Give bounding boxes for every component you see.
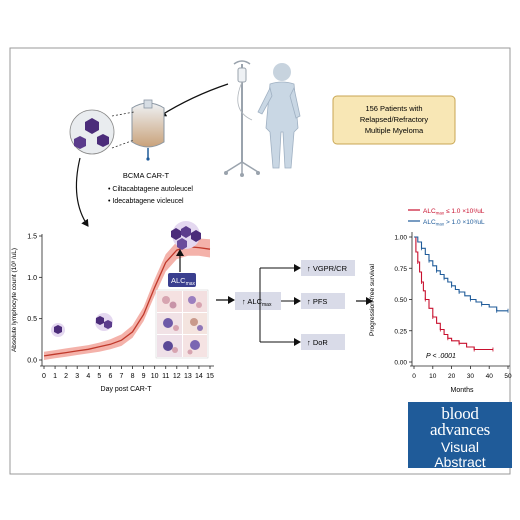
alc-xtick-label: 2 [64, 373, 68, 380]
logo-line3: Visual [441, 439, 479, 455]
alcmax-callout-box [168, 273, 196, 287]
alc-ytick-label: 0.0 [27, 358, 37, 365]
cart-product-ide: • Idecabtagene vicleucel [108, 198, 184, 205]
alcmax-callout: ALCmax [171, 276, 196, 287]
arrow-to-alc-chart [75, 157, 89, 227]
alc-xtick-label: 12 [173, 373, 181, 380]
lymphocyte-cluster-day6 [95, 313, 113, 331]
km-legend: ALCmax ≤ 1.0 ×10³/uL ALCmax > 1.0 ×10³/u… [408, 208, 485, 227]
alc-xtick-label: 13 [184, 373, 192, 380]
alc-xtick-label: 14 [195, 373, 203, 380]
alc-ytick-label: 0.5 [27, 316, 37, 323]
alc-xtick-label: 0 [42, 373, 46, 380]
iv-stand-illustration [224, 60, 260, 177]
alc-xtick-label: 9 [142, 373, 146, 380]
patient-figure-illustration [257, 63, 301, 169]
alc-xtick-label: 4 [86, 373, 90, 380]
km-xtick-label: 10 [429, 373, 437, 380]
abstract-border [9, 47, 511, 475]
km-xtick-label: 40 [486, 373, 494, 380]
blood-advances-logo: blood advances Visual Abstract [408, 402, 512, 470]
cart-bag-illustration [131, 99, 165, 161]
km-xtick-label: 50 [504, 373, 512, 380]
outcome-dor: ↑ DoR [307, 338, 328, 347]
km-xlabel: Months [451, 387, 474, 394]
outcome-pfs: ↑ PFS [307, 297, 327, 306]
outcome-box-dor [301, 334, 345, 350]
outcome-box-pfs [301, 293, 345, 309]
alc-xlabel: Day post CAR-T [101, 386, 153, 393]
cart-product-cilta: • Ciltacabtagene autoleucel [108, 186, 193, 193]
zoom-line-bottom [111, 139, 135, 149]
pfs-chart: Progression-free survival Months P < .00… [369, 232, 512, 394]
alc-xtick-label: 8 [131, 373, 135, 380]
patients-line3: Multiple Myeloma [365, 126, 424, 135]
outcome-flow: ↑ ALCmax ↑ VGPR/CR ↑ PFS ↑ DoR [235, 260, 355, 350]
alc-ytick-label: 1.0 [27, 275, 37, 282]
logo-line1: blood [441, 404, 479, 423]
alc-chart: Absolute lymphocyte count (10³ /uL) Day … [11, 234, 214, 393]
km-ylabel: Progression-free survival [369, 264, 376, 336]
km-xtick-label: 0 [412, 373, 416, 380]
alcmax-source-box [235, 292, 281, 310]
km-ytick-label: 0.75 [394, 266, 407, 273]
alc-xtick-label: 1 [53, 373, 57, 380]
alc-ytick-label: 1.5 [27, 234, 37, 241]
legend-label-low: ALCmax ≤ 1.0 ×10³/uL [423, 208, 485, 216]
alc-xtick-label: 11 [162, 373, 169, 380]
alcmax-source-label: ↑ ALCmax [242, 297, 272, 308]
patients-line1: 156 Patients with [365, 104, 422, 113]
alc-xtick-label: 6 [108, 373, 112, 380]
legend-label-high: ALCmax > 1.0 ×10³/uL [423, 219, 485, 227]
alc-xtick-label: 15 [206, 373, 214, 380]
lymphocyte-cluster-peak [171, 221, 201, 250]
logo-line4: Abstract [434, 454, 486, 470]
km-series-low-alc [414, 236, 493, 351]
microscopy-image-grid [155, 289, 209, 359]
lymphocyte-cluster-day1 [51, 323, 65, 337]
patients-box: 156 Patients with Relapsed/Refractory Mu… [332, 95, 456, 145]
alc-ylabel: Absolute lymphocyte count (10³ /uL) [11, 248, 18, 352]
patients-line2: Relapsed/Refractory [360, 115, 429, 124]
km-ytick-label: 0.00 [394, 360, 407, 367]
zoom-line-top [111, 111, 135, 117]
km-ytick-label: 1.00 [394, 235, 407, 242]
arrow-infusion [159, 83, 229, 117]
km-pvalue: P < .0001 [426, 353, 456, 360]
km-xtick-label: 20 [448, 373, 456, 380]
alc-xtick-label: 7 [120, 373, 124, 380]
alc-xtick-label: 10 [151, 373, 159, 380]
km-ytick-label: 0.50 [394, 297, 407, 304]
outcome-vgpr: ↑ VGPR/CR [307, 264, 348, 273]
alc-xtick-label: 3 [75, 373, 79, 380]
cart-title: BCMA CAR-T [123, 171, 170, 180]
km-xtick-label: 30 [467, 373, 475, 380]
outcome-box-vgpr [301, 260, 355, 276]
alc-confidence-band [44, 237, 210, 360]
km-ytick-label: 0.25 [394, 328, 407, 335]
logo-line2: advances [430, 420, 490, 439]
alc-xtick-label: 5 [97, 373, 101, 380]
cart-cells-zoom-circle [69, 109, 115, 155]
